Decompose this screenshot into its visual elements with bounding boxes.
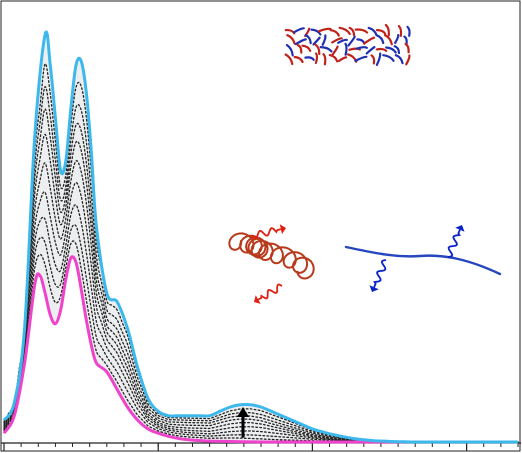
fragment (284, 53, 294, 66)
annotation-layer (237, 406, 250, 438)
fragment (394, 54, 404, 65)
fragment (293, 55, 304, 64)
fragment (337, 38, 348, 44)
fragment (285, 44, 294, 57)
red-blue-fragment-cluster (284, 23, 411, 66)
fragment (301, 44, 312, 52)
fragment (384, 34, 393, 46)
fragment (322, 53, 327, 66)
fragment (284, 28, 296, 35)
fragment (405, 54, 411, 66)
fragment (394, 34, 400, 44)
fragment (321, 34, 327, 46)
chain-backbone (344, 245, 502, 276)
intermediate-curve (3, 108, 519, 443)
coil-emission-arrow-upper-head (279, 224, 286, 235)
fragment (367, 26, 378, 36)
fragment (375, 47, 388, 52)
fragment (375, 34, 385, 45)
fragment (319, 46, 333, 53)
fragment (370, 54, 376, 65)
fragment (286, 34, 296, 45)
fragment (384, 23, 390, 37)
chain-emission-arrow-down-wave (373, 259, 387, 288)
fragment (329, 29, 340, 37)
red-coil-polymer (228, 224, 315, 304)
upper-series-line (2, 30, 518, 444)
coil-emission-arrow-upper-wave (251, 227, 282, 240)
fragment (328, 54, 339, 63)
fragment (304, 34, 312, 45)
fragment (296, 43, 303, 54)
series-layer (2, 30, 518, 444)
fragment (406, 25, 411, 37)
chain-emission-arrow-down-head (369, 285, 379, 292)
fragment (344, 42, 348, 56)
fragment (304, 56, 315, 61)
fragment (355, 46, 368, 50)
fragment (363, 36, 376, 45)
coil-emission-arrow-lower-head (254, 295, 261, 304)
fragment (382, 54, 395, 62)
lower-series-line (2, 255, 518, 444)
fragment (347, 35, 356, 47)
fragment (397, 25, 403, 37)
fragment (294, 38, 307, 46)
fragment (314, 52, 319, 64)
shift-arrow-head (237, 406, 250, 417)
coil-chain (228, 232, 315, 280)
fragment (354, 55, 368, 62)
fragment (365, 46, 376, 55)
fragment (338, 26, 351, 35)
intermediate-curve (3, 86, 519, 443)
fragment (375, 28, 387, 35)
fragment (310, 28, 322, 36)
fragment (293, 27, 305, 34)
fragment (331, 45, 339, 56)
blue-chain-polymer (344, 225, 502, 292)
chain-emission-arrow-up-wave (447, 229, 461, 258)
fragment (375, 52, 382, 66)
fragment (393, 45, 401, 55)
fragment (312, 36, 321, 46)
fragment (314, 43, 321, 56)
fragment (354, 28, 369, 34)
coil-emission-arrow-lower-wave (257, 283, 283, 301)
fragment (385, 46, 397, 54)
fragment (404, 42, 410, 54)
fragment (317, 27, 332, 33)
chain-emission-arrow-up-head (455, 225, 465, 232)
fragment (348, 26, 356, 37)
fragment (331, 37, 343, 44)
fragment (337, 56, 348, 63)
